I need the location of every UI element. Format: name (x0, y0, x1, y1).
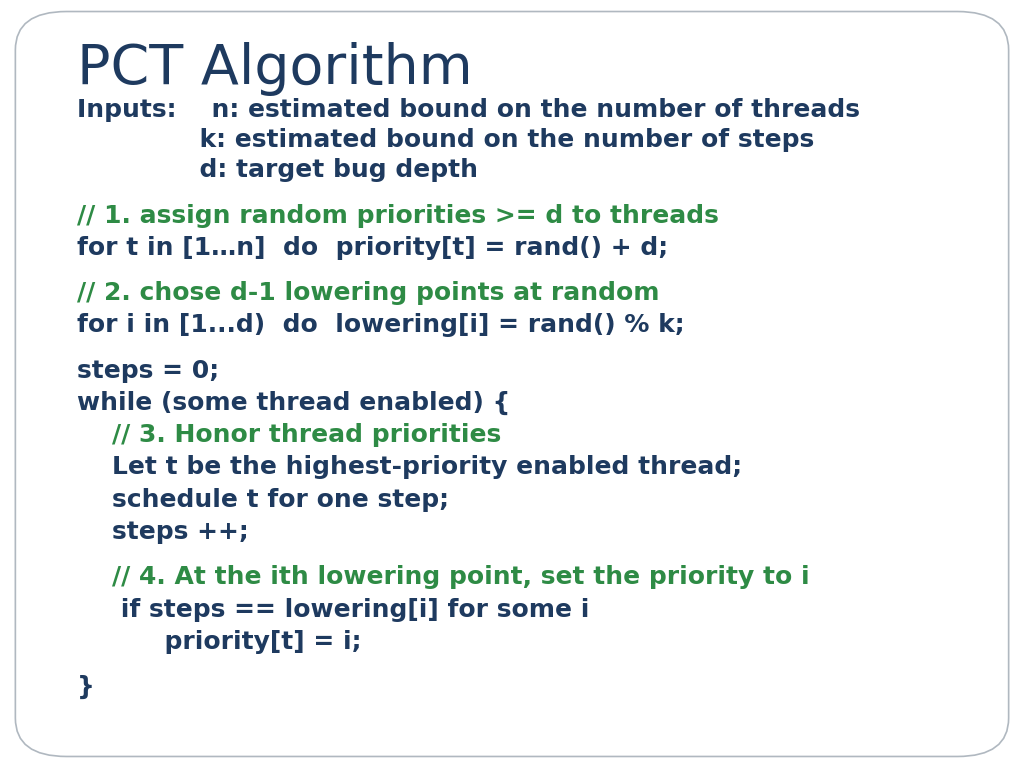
Text: priority[t] = i;: priority[t] = i; (77, 630, 361, 654)
Text: for i in [1...d)  do  lowering[i] = rand() % k;: for i in [1...d) do lowering[i] = rand()… (77, 313, 684, 337)
Text: PCT Algorithm: PCT Algorithm (77, 42, 472, 96)
Text: for t in [1…n]  do  priority[t] = rand() + d;: for t in [1…n] do priority[t] = rand() +… (77, 236, 668, 260)
Text: steps = 0;: steps = 0; (77, 359, 219, 382)
Text: Let t be the highest-priority enabled thread;: Let t be the highest-priority enabled th… (77, 455, 742, 479)
Text: if steps == lowering[i] for some i: if steps == lowering[i] for some i (77, 598, 589, 621)
Text: schedule t for one step;: schedule t for one step; (77, 488, 449, 511)
Text: k: estimated bound on the number of steps: k: estimated bound on the number of step… (77, 128, 814, 152)
Text: // 4. At the ith lowering point, set the priority to i: // 4. At the ith lowering point, set the… (77, 565, 809, 589)
Text: // 2. chose d-1 lowering points at random: // 2. chose d-1 lowering points at rando… (77, 281, 659, 305)
Text: Inputs:    n: estimated bound on the number of threads: Inputs: n: estimated bound on the number… (77, 98, 860, 122)
Text: d: target bug depth: d: target bug depth (77, 158, 478, 182)
Text: // 1. assign random priorities >= d to threads: // 1. assign random priorities >= d to t… (77, 204, 719, 227)
Text: }: } (77, 675, 94, 699)
Text: while (some thread enabled) {: while (some thread enabled) { (77, 391, 510, 415)
Text: steps ++;: steps ++; (77, 520, 249, 544)
Text: // 3. Honor thread priorities: // 3. Honor thread priorities (77, 423, 501, 447)
FancyBboxPatch shape (15, 12, 1009, 756)
